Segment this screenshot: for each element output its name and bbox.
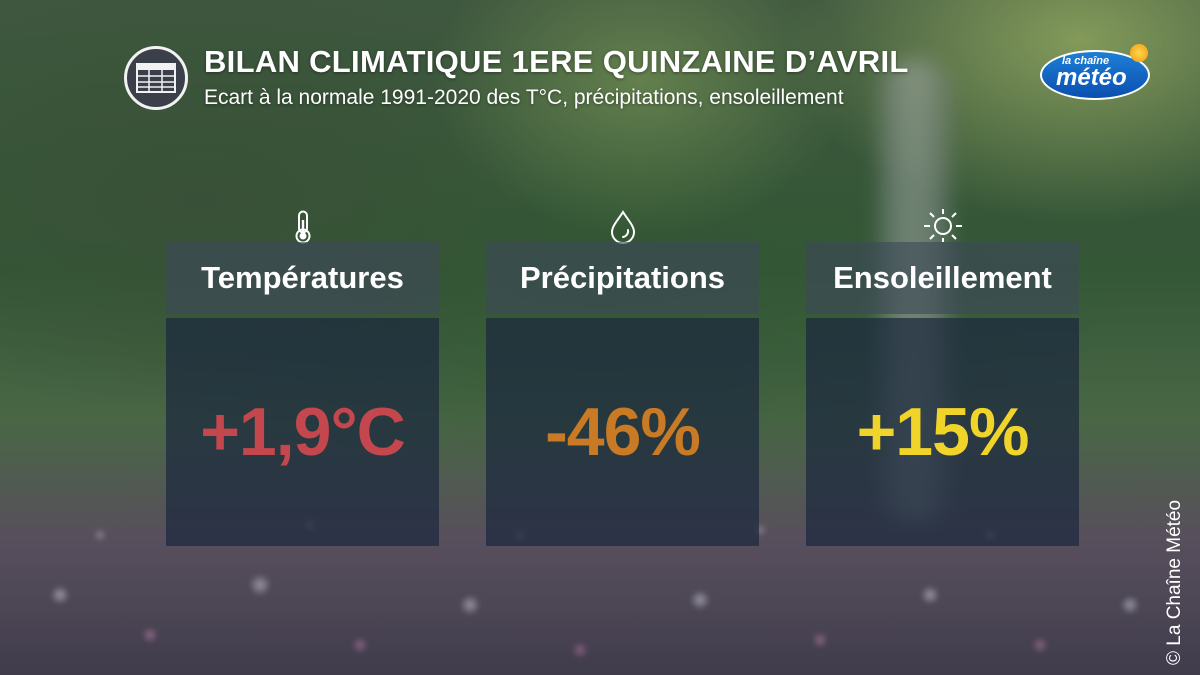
sun-icon: [918, 208, 968, 247]
la-chaine-meteo-logo: la chaîne météo: [1040, 44, 1150, 100]
card-value: +1,9°C: [200, 394, 406, 470]
table-icon: [124, 46, 188, 110]
card-label: Précipitations: [520, 260, 725, 295]
card-label: Températures: [201, 260, 404, 295]
card-label: Ensoleillement: [833, 260, 1052, 295]
card-value: -46%: [545, 394, 701, 470]
page-title: BILAN CLIMATIQUE 1ERE QUINZAINE D’AVRIL: [204, 44, 909, 79]
logo-sun-icon: [1130, 44, 1148, 62]
card-value: +15%: [856, 394, 1030, 470]
copyright-text: © La Chaîne Météo: [1164, 499, 1185, 665]
card-precipitations: Précipitations -46%: [486, 210, 759, 546]
card-ensoleillement: Ensoleillement +15%: [806, 209, 1079, 546]
page-subtitle: Ecart à la normale 1991-2020 des T°C, pr…: [204, 86, 844, 109]
card-temperatures: Températures +1,9°C: [166, 210, 439, 546]
